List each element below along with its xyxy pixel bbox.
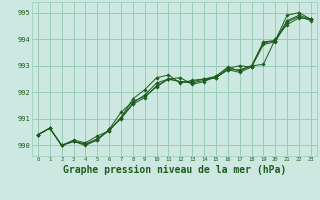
X-axis label: Graphe pression niveau de la mer (hPa): Graphe pression niveau de la mer (hPa) <box>63 165 286 175</box>
